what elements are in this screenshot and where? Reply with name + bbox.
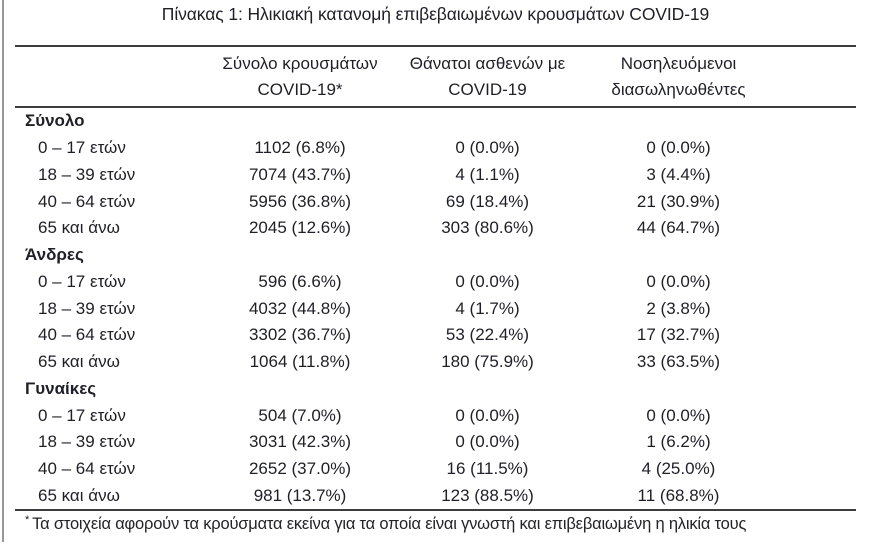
deaths-value: 180 (75.9%) <box>441 352 534 372</box>
age-label: 65 και άνω <box>38 352 120 372</box>
intubated-value: 17 (32.7%) <box>636 325 721 345</box>
age-label: 40 – 64 ετών <box>38 459 136 479</box>
deaths-value: 4 (1.7%) <box>455 298 520 318</box>
age-label: 40 – 64 ετών <box>38 191 136 211</box>
intubated-value: 3 (4.4%) <box>646 164 711 184</box>
age-label: 18 – 39 ετών <box>38 164 136 184</box>
intubated-value: 0 (0.0%) <box>646 138 711 158</box>
table-row: 40 – 64 ετών 2652 (37.0%) 16 (11.5%) 4 (25.… <box>15 456 856 483</box>
intubated-value: 0 (0.0%) <box>646 271 711 291</box>
column-header-cases-line2: COVID-19* <box>257 79 343 99</box>
cases-value: 1102 (6.8%) <box>254 138 346 158</box>
deaths-value: 123 (88.5%) <box>441 485 534 505</box>
cases-value: 2652 (37.0%) <box>248 459 352 479</box>
cases-value: 3031 (42.3%) <box>248 432 352 452</box>
table-row: 40 – 64 ετών 5956 (36.8%) 69 (18.4%) 21 (30… <box>15 188 856 215</box>
intubated-value: 21 (30.9%) <box>636 191 721 211</box>
table-header-row: Σύνολο κρουσμάτων COVID-19* Θάνατοι ασθε… <box>15 45 856 108</box>
age-label: 40 – 64 ετών <box>38 325 136 345</box>
intubated-value: 0 (0.0%) <box>646 405 711 425</box>
intubated-value: 4 (25.0%) <box>641 459 716 479</box>
deaths-value: 4 (1.1%) <box>455 164 520 184</box>
deaths-value: 69 (18.4%) <box>445 191 530 211</box>
table-row: 0 – 17 ετών 504 (7.0%) 0 (0.0%) 0 (0.0%) <box>15 402 856 429</box>
column-header-intubated-line1: Νοσηλευόμενοι <box>620 53 737 73</box>
deaths-value: 0 (0.0%) <box>455 271 520 291</box>
cases-value: 3302 (36.7%) <box>248 325 352 345</box>
cases-value: 2045 (12.6%) <box>248 218 352 238</box>
table-row: 0 – 17 ετών 1102 (6.8%) 0 (0.0%) 0 (0.0%) <box>15 135 856 162</box>
table-row: 65 και άνω 2045 (12.6%) 303 (80.6%) 44 (64.… <box>15 215 856 242</box>
group-label: Σύνολο <box>25 111 85 131</box>
table-row: 0 – 17 ετών 596 (6.6%) 0 (0.0%) 0 (0.0%) <box>15 269 856 296</box>
age-label: 18 – 39 ετών <box>38 298 136 318</box>
column-header-cases: Σύνολο κρουσμάτων COVID-19* <box>210 51 390 103</box>
intubated-value: 33 (63.5%) <box>636 352 721 372</box>
group-label: Γυναίκες <box>25 378 97 398</box>
cases-value: 981 (13.7%) <box>253 485 347 505</box>
footnote-text: Τα στοιχεία αφορούν τα κρούσματα εκείνα … <box>32 515 747 533</box>
cases-value: 4032 (44.8%) <box>248 298 352 318</box>
cases-value: 596 (6.6%) <box>258 271 342 291</box>
age-label: 65 και άνω <box>38 485 120 505</box>
deaths-value: 16 (11.5%) <box>446 459 529 479</box>
table-footnote: * Τα στοιχεία αφορούν τα κρούσματα εκείνα… <box>15 513 856 534</box>
page-edge-line <box>2 0 4 542</box>
deaths-value: 0 (0.0%) <box>455 138 520 158</box>
group-header-row: Γυναίκες <box>15 376 856 403</box>
column-header-deaths-line1: Θάνατοι ασθενών με <box>409 53 566 73</box>
group-header-row: Σύνολο <box>15 108 856 135</box>
age-label: 18 – 39 ετών <box>38 432 136 452</box>
intubated-value: 2 (3.8%) <box>646 298 711 318</box>
deaths-value: 303 (80.6%) <box>441 218 534 238</box>
intubated-value: 44 (64.7%) <box>636 218 721 238</box>
deaths-value: 0 (0.0%) <box>455 405 520 425</box>
table-body: Σύνολο 0 – 17 ετών 1102 (6.8%) 0 (0.0%) 0 (0… <box>15 108 856 509</box>
cases-value: 7074 (43.7%) <box>248 164 352 184</box>
age-label: 65 και άνω <box>38 218 120 238</box>
age-label: 0 – 17 ετών <box>38 138 126 158</box>
cases-value: 5956 (36.8%) <box>248 191 352 211</box>
deaths-value: 53 (22.4%) <box>445 325 530 345</box>
table-row: 65 και άνω 1064 (11.8%) 180 (75.9%) 33 (63.… <box>15 349 856 376</box>
column-header-intubated: Νοσηλευόμενοι διασωληνωθέντες <box>585 51 772 103</box>
cases-value: 504 (7.0%) <box>258 405 342 425</box>
table-row: 40 – 64 ετών 3302 (36.7%) 53 (22.4%) 17 (32… <box>15 322 856 349</box>
column-header-deaths: Θάνατοι ασθενών με COVID-19 <box>390 51 585 103</box>
cases-value: 1064 (11.8%) <box>249 352 351 372</box>
table-row: 18 – 39 ετών 4032 (44.8%) 4 (1.7%) 2 (3.8%) <box>15 295 856 322</box>
table-body-wrap: Σύνολο 0 – 17 ετών 1102 (6.8%) 0 (0.0%) 0 (0… <box>15 108 856 512</box>
intubated-value: 11 (68.8%) <box>637 485 720 505</box>
footnote-marker: * <box>25 513 30 526</box>
column-header-deaths-line2: COVID-19 <box>448 79 527 99</box>
intubated-value: 1 (6.2%) <box>646 432 711 452</box>
covid-age-table: Σύνολο κρουσμάτων COVID-19* Θάνατοι ασθε… <box>15 45 856 512</box>
table-row: 65 και άνω 981 (13.7%) 123 (88.5%) 11 (68.8… <box>15 483 856 510</box>
age-label: 0 – 17 ετών <box>38 405 126 425</box>
deaths-value: 0 (0.0%) <box>455 432 520 452</box>
group-label: Άνδρες <box>25 245 84 265</box>
table-row: 18 – 39 ετών 7074 (43.7%) 4 (1.1%) 3 (4.4%) <box>15 162 856 189</box>
column-header-cases-line1: Σύνολο κρουσμάτων <box>222 53 378 73</box>
table-title: Πίνακας 1: Ηλικιακή κατανομή επιβεβαιωμέ… <box>161 4 710 24</box>
table-row: 18 – 39 ετών 3031 (42.3%) 0 (0.0%) 1 (6.2%) <box>15 429 856 456</box>
age-label: 0 – 17 ετών <box>38 271 126 291</box>
column-header-intubated-line2: διασωληνωθέντες <box>611 79 746 99</box>
group-header-row: Άνδρες <box>15 242 856 269</box>
